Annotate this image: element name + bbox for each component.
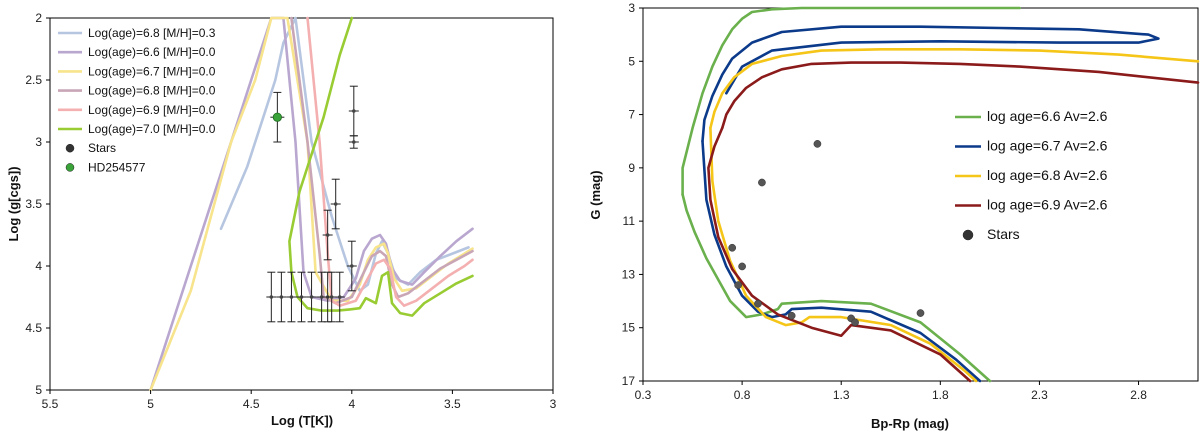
- chart-2-y-ticks: 3 5 7 9 11 13 15 17: [622, 1, 643, 388]
- chart-2-star-point: [754, 299, 762, 308]
- chart-1-x-tick-label: 5.5: [42, 397, 59, 411]
- chart-2-legend-label: log age=6.8 Av=2.6: [987, 167, 1108, 183]
- chart-2-series-log-age-6-7-av-2-6: [701, 25, 1160, 143]
- chart-1-x-tick-label: 5: [147, 397, 154, 411]
- chart-1-y-label: Log (g[cgs]): [6, 166, 21, 241]
- chart-2-star-point: [728, 243, 737, 252]
- chart-1-series-log-age-6-9-m-h-0-0: [306, 16, 474, 307]
- chart-1-legend-label: Stars: [88, 141, 116, 155]
- chart-2-legend-label: log age=6.6 Av=2.6: [987, 108, 1108, 124]
- chart-1-star-point: [333, 202, 338, 206]
- chart-1-star-point: [309, 295, 314, 299]
- chart-1-y-ticks: 2 2.5 3 3.5 4 4.5 5: [25, 11, 50, 397]
- chart-2-y-tick-label: 17: [622, 374, 636, 388]
- chart-1: 5.5 5 4.5 4 3.5 3 22.533.544.55 Log (T[K]) Lo…: [6, 11, 557, 428]
- chart-1-highlight-point: [272, 112, 282, 122]
- chart-2-series-lower-log-age-6-9-av-2-6: [707, 126, 972, 383]
- chart-1-x-ticks: 5.5 5 4.5 4 3.5 3: [42, 390, 557, 411]
- chart-1-star-point: [352, 109, 356, 113]
- chart-1-legend: Log(age)=6.8 [M/H]=0.3 Log(age)=6.6 [M/H]…: [58, 26, 216, 174]
- chart-1-star-point: [350, 264, 354, 268]
- chart-2-x-tick-label: 1.3: [833, 388, 850, 402]
- chart-2-y-label: G (mag): [588, 170, 603, 219]
- chart-1-y-tick-label: 5: [35, 383, 42, 397]
- chart-1-star-point: [352, 140, 356, 144]
- chart-2-y-tick-label: 15: [622, 321, 636, 335]
- chart-2-points-group: [728, 140, 925, 327]
- chart-1-legend-label: Log(age)=6.8 [M/H]=0.3: [88, 26, 216, 40]
- chart-1-legend-marker: [65, 163, 75, 172]
- chart-1-legend-label: Log(age)=6.8 [M/H]=0.0: [88, 84, 216, 98]
- chart-2-series-log-age-6-6-av-2-6: [681, 6, 1021, 196]
- chart-1-x-label: Log (T[K]): [271, 413, 333, 428]
- chart-1-y-tick-label: 3: [35, 135, 42, 149]
- chart-2-series-lower-log-age-6-8-av-2-6: [709, 126, 978, 383]
- chart-2-y-tick-label: 7: [628, 108, 635, 122]
- chart-1-series-group: [149, 16, 474, 392]
- chart-2-x-label: Bp-Rp (mag): [871, 416, 949, 431]
- chart-2-star-point: [813, 140, 822, 148]
- chart-1-legend-label: HD254577: [88, 160, 146, 174]
- chart-2-star-point: [734, 281, 742, 289]
- chart-2-x-tick-label: 1.8: [932, 388, 949, 402]
- chart-2-star-point: [787, 311, 796, 320]
- chart-2-y-tick-label: 5: [628, 54, 635, 68]
- chart-1-star-point: [329, 295, 334, 299]
- chart-2-star-point: [758, 178, 766, 187]
- chart-2-y-tick-label: 3: [628, 1, 635, 15]
- chart-1-star-point: [319, 295, 324, 299]
- chart-2: 0.3 0.8 1.3 1.8 2.3 2.8 3 5 7 9 11 13 15 17 Bp-Rp (m…: [588, 1, 1200, 431]
- chart-2-y-tick-label: 11: [623, 214, 636, 228]
- chart-2-series-group: [681, 6, 1200, 383]
- chart-1-legend-marker: [65, 143, 75, 153]
- chart-1-y-tick-label: 2.5: [25, 73, 42, 87]
- chart-2-x-tick-label: 0.8: [734, 388, 751, 402]
- chart-1-star-point: [269, 295, 274, 299]
- chart-2-legend: log age=6.6 Av=2.6 log age=6.7 Av=2.6 log …: [955, 108, 1108, 242]
- chart-1-y-tick-label: 4.5: [25, 321, 42, 335]
- chart-1-legend-label: Log(age)=6.9 [M/H]=0.0: [88, 103, 216, 117]
- chart-2-series-log-age-6-9-av-2-6: [721, 61, 1200, 130]
- chart-1-star-point: [337, 295, 342, 299]
- chart-1-series-log-age-7-0-m-h-0-0: [288, 16, 474, 317]
- chart-2-y-tick-label: 9: [628, 161, 635, 175]
- chart-1-y-tick-label: 4: [35, 259, 42, 273]
- chart-1-series-log-age-6-8-m-h-0-0: [290, 16, 474, 305]
- chart-2-series-log-age-6-8-av-2-6: [709, 48, 1200, 130]
- chart-2-legend-label: Stars: [987, 226, 1020, 242]
- chart-1-y-tick-label: 3.5: [25, 197, 42, 211]
- chart-1-star-point: [299, 295, 304, 299]
- chart-2-legend-label: log age=6.7 Av=2.6: [987, 138, 1108, 154]
- chart-1-star-point: [289, 295, 294, 299]
- chart-1-x-tick-label: 3: [550, 397, 557, 411]
- chart-2-legend-marker: [962, 229, 974, 241]
- chart-1-x-tick-label: 4: [348, 397, 355, 411]
- chart-2-x-ticks: 0.3 0.8 1.3 1.8 2.3 2.8: [635, 381, 1147, 402]
- chart-2-star-point: [916, 309, 925, 317]
- chart-1-x-tick-label: 3.5: [444, 397, 461, 411]
- chart-1-x-tick-label: 4.5: [243, 397, 260, 411]
- chart-2-series-lower-log-age-6-7-av-2-6: [701, 139, 982, 383]
- chart-1-y-tick-label: 2: [35, 11, 42, 25]
- chart-1-points-group: [266, 85, 359, 323]
- chart-2-x-tick-label: 0.3: [635, 388, 652, 402]
- chart-2-x-tick-label: 2.3: [1031, 388, 1048, 402]
- chart-1-legend-label: Log(age)=6.7 [M/H]=0.0: [88, 64, 216, 78]
- chart-2-legend-label: log age=6.9 Av=2.6: [987, 197, 1108, 213]
- chart-2-star-point: [851, 318, 859, 327]
- chart-1-legend-label: Log(age)=7.0 [M/H]=0.0: [88, 122, 216, 136]
- chart-1-legend-label: Log(age)=6.6 [M/H]=0.0: [88, 45, 216, 59]
- chart-1-star-point: [325, 233, 330, 237]
- chart-2-star-point: [738, 262, 746, 271]
- chart-2-x-tick-label: 2.8: [1130, 388, 1147, 402]
- chart-2-y-tick-label: 13: [622, 267, 636, 281]
- chart-1-star-point: [279, 295, 284, 299]
